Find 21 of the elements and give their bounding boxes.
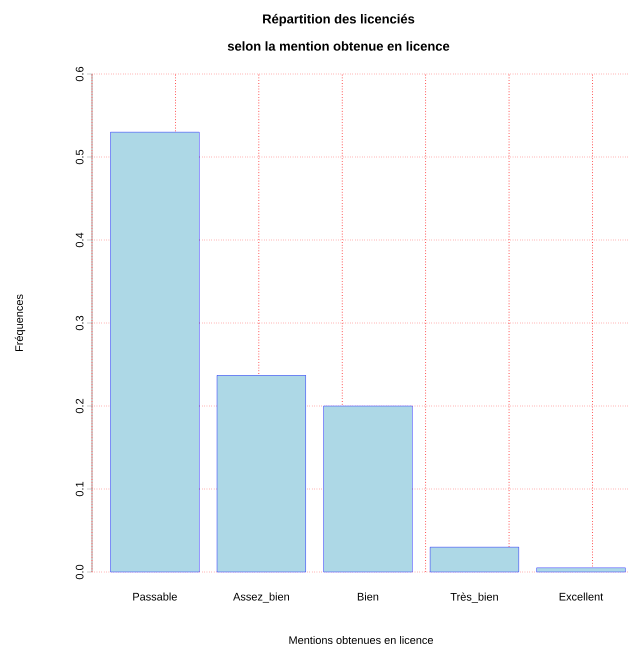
x-tick-label: Excellent xyxy=(560,592,604,601)
x-tick-label: Passable xyxy=(133,592,177,601)
x-tick-label: Assez_bien xyxy=(233,592,289,603)
chart-title: Répartition des licenciés xyxy=(263,14,414,26)
y-tick-label: 0.0 xyxy=(76,564,84,580)
x-tick-label: Très_bien xyxy=(450,592,498,603)
x-axis-title: Mentions obtenues en licence xyxy=(289,636,433,644)
y-tick-label: 0.4 xyxy=(76,232,84,248)
y-axis-title: Fréquences xyxy=(14,294,26,352)
y-tick-label: 0.1 xyxy=(76,482,84,496)
y-tick-label: 0.3 xyxy=(76,316,84,330)
bar xyxy=(216,375,306,572)
y-tick-label: 0.5 xyxy=(76,150,84,164)
bar xyxy=(430,546,520,572)
bar xyxy=(536,568,626,572)
bar xyxy=(110,132,200,572)
bar xyxy=(323,406,413,572)
y-tick-label: 0.6 xyxy=(76,66,84,82)
chart-subtitle: selon la mention obtenue en licence xyxy=(228,41,450,51)
y-tick-label: 0.2 xyxy=(76,398,84,414)
x-tick-label: Bien xyxy=(358,592,378,601)
